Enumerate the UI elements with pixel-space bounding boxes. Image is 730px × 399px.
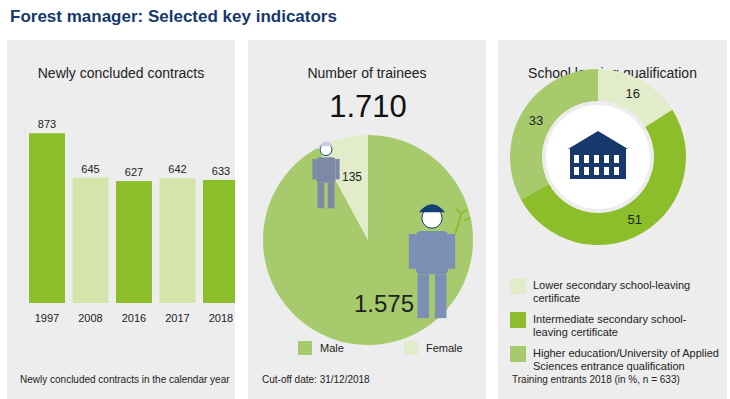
annotation: Training entrants 2018 (in %, n = 633) (512, 374, 680, 385)
icon-window (614, 167, 619, 175)
icon-leg (418, 275, 430, 319)
annotation: Newly concluded contracts in the calenda… (20, 374, 230, 385)
legend-label: Male (320, 342, 344, 354)
data-label: 873 (38, 118, 56, 130)
icon-plant (455, 209, 470, 234)
panel-background (498, 40, 727, 399)
slices (510, 69, 686, 245)
bar (160, 178, 196, 303)
legend-swatch (510, 278, 526, 294)
icon-arm (335, 159, 339, 179)
icon-window (594, 167, 599, 175)
page-title: Forest manager: Selected key indicators (10, 7, 337, 26)
panel-background (7, 40, 235, 399)
bar (29, 133, 65, 303)
icon-window (594, 155, 599, 163)
panel-background (248, 40, 486, 399)
icon-hat (419, 204, 445, 212)
x-tick-label: 1997 (35, 312, 59, 324)
x-tick-label: 2017 (165, 312, 189, 324)
icon-arm (448, 234, 455, 269)
icon-arm (312, 159, 316, 179)
legend-label: Lower secondary school-leaving certifica… (533, 279, 721, 305)
icon-roof (568, 131, 628, 149)
x-tick-label: 2016 (122, 312, 146, 324)
icon-window (574, 167, 579, 175)
data-label: 633 (212, 165, 230, 177)
x-tick-label: 2008 (78, 312, 102, 324)
icon-hat (318, 142, 333, 147)
icon-leg (328, 183, 335, 209)
icon-body (416, 231, 448, 275)
bars (29, 133, 235, 303)
bar-chart: Newly concluded contracts 873 1997 645 2008 6… (20, 65, 239, 385)
icon-window (604, 167, 609, 175)
data-label: 642 (168, 163, 186, 175)
pie-slice (263, 135, 473, 345)
icon-arm (409, 234, 416, 269)
legend-label: Higher education/University of Applied S… (533, 347, 721, 373)
icon-leg (435, 275, 447, 319)
total-label: 1.710 (329, 89, 407, 124)
icon-building (570, 149, 626, 179)
data-label: 16 (625, 86, 639, 101)
icon-leg (318, 183, 325, 209)
data-label: 33 (529, 113, 543, 128)
chart-title: Number of trainees (307, 65, 426, 81)
icon-window (604, 155, 609, 163)
data-label: 135 (342, 170, 362, 184)
pie-slice (318, 135, 368, 240)
legend-label: Intermediate secondary school-leaving ce… (533, 313, 721, 339)
legend-swatch (404, 341, 418, 355)
icon-window (574, 155, 579, 163)
y-axis-line (25, 128, 26, 303)
icon-window (614, 155, 619, 163)
data-label: 1.575 (354, 290, 414, 317)
data-label: 51 (627, 212, 641, 227)
icon-window (584, 167, 589, 175)
legend-swatch (298, 341, 312, 355)
x-tick-label: 2018 (209, 312, 233, 324)
legend-swatch (510, 312, 526, 328)
page: Forest manager: Selected key indicators N… (0, 0, 730, 399)
bar (73, 178, 109, 303)
bar (116, 181, 152, 303)
icon-window (584, 155, 589, 163)
data-label: 627 (125, 166, 143, 178)
icon-circle (546, 105, 650, 209)
annotation: Cut-off date: 31/12/2018 (262, 374, 370, 385)
slices (263, 135, 473, 345)
school-icon (546, 105, 650, 209)
chart-svg: Forest manager: Selected key indicators N… (0, 0, 730, 399)
pie-chart: Number of trainees 1.710 1.575 135 Male Femal… (262, 65, 473, 385)
icon-body (317, 157, 336, 183)
legend-swatch (510, 346, 526, 362)
legend-label: Female (426, 342, 463, 354)
bar (203, 180, 235, 303)
data-label: 645 (81, 163, 99, 175)
chart-title: Newly concluded contracts (38, 65, 205, 81)
